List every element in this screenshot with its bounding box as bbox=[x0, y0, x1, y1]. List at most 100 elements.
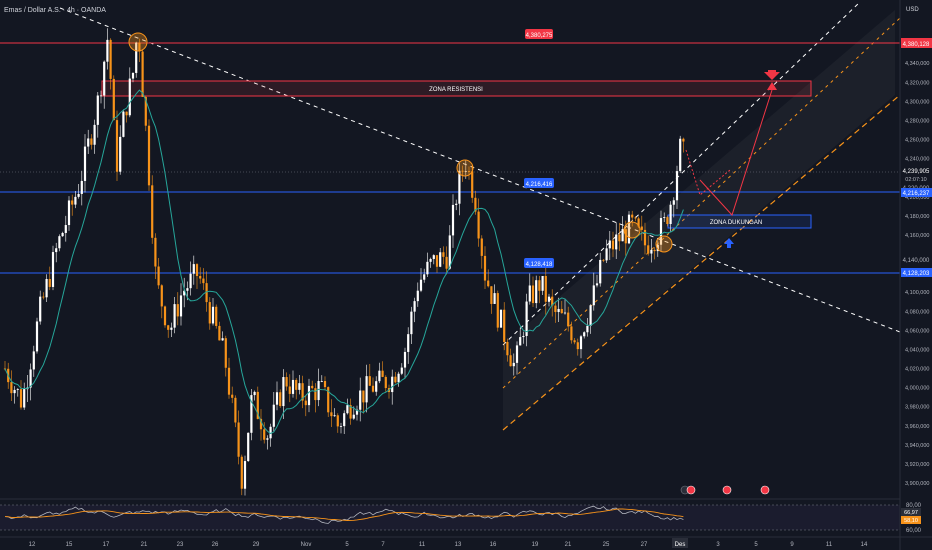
candle-body bbox=[557, 308, 560, 313]
candle-body bbox=[157, 266, 160, 286]
support-zone-label: ZONA DUKUNGAN bbox=[710, 220, 762, 226]
candle-body bbox=[547, 296, 551, 302]
candle-body bbox=[253, 391, 256, 396]
time-axis-label: 15 bbox=[66, 542, 73, 548]
price-tick-label: 3,920,000 bbox=[905, 462, 929, 468]
flag-icon[interactable] bbox=[760, 485, 770, 495]
candle-body bbox=[247, 432, 250, 462]
candle-body bbox=[611, 240, 615, 250]
candle-body bbox=[560, 308, 563, 314]
candle-body bbox=[323, 381, 327, 388]
candle-body bbox=[170, 327, 173, 330]
candle-body bbox=[653, 249, 656, 252]
candle-body bbox=[205, 283, 208, 303]
price-tick-label: 4,280,000 bbox=[905, 118, 929, 124]
candle-body bbox=[413, 301, 416, 312]
candle-body bbox=[371, 385, 375, 392]
candle-body bbox=[279, 392, 282, 407]
candle-body bbox=[336, 415, 339, 427]
candle-body bbox=[234, 397, 237, 423]
candle-body bbox=[477, 211, 480, 239]
svg-text:4,380,128: 4,380,128 bbox=[903, 42, 930, 48]
flag-icon[interactable] bbox=[722, 485, 732, 495]
candle-body bbox=[467, 171, 471, 172]
rsi-tick: 80,00 bbox=[906, 503, 922, 509]
candle-body bbox=[259, 418, 263, 430]
candle-body bbox=[480, 238, 483, 256]
candle-body bbox=[679, 138, 682, 172]
candle-body bbox=[451, 204, 455, 236]
swing-high-marker bbox=[128, 32, 148, 52]
candle-body bbox=[42, 296, 45, 298]
candle-body bbox=[650, 249, 653, 254]
candle-body bbox=[243, 461, 247, 489]
candle-body bbox=[493, 293, 496, 304]
rsi-line bbox=[4, 505, 684, 524]
resistance-zone[interactable] bbox=[101, 80, 812, 97]
price-tick-label: 4,320,000 bbox=[905, 80, 929, 86]
time-tag-current bbox=[672, 538, 688, 548]
candle-body bbox=[333, 415, 336, 417]
candle-body bbox=[400, 367, 403, 374]
candle-body bbox=[141, 51, 144, 97]
projection-path bbox=[699, 89, 773, 216]
rsi-pane bbox=[0, 498, 900, 531]
event-flags[interactable] bbox=[680, 485, 770, 495]
candle-body bbox=[240, 456, 243, 489]
price-tick-label: 4,020,000 bbox=[905, 367, 929, 373]
candle-body bbox=[503, 309, 506, 342]
projection-path-dotted bbox=[685, 149, 731, 196]
candle-body bbox=[602, 259, 605, 261]
time-axis-label: 19 bbox=[532, 542, 539, 548]
candle-body bbox=[583, 332, 586, 337]
time-axis-label: 11 bbox=[419, 542, 426, 548]
price-tick-label: 4,340,000 bbox=[905, 61, 929, 67]
candle-body bbox=[330, 412, 333, 417]
candle-body bbox=[221, 338, 224, 341]
candle-body bbox=[211, 306, 215, 324]
candle-body bbox=[554, 305, 557, 313]
candle-body bbox=[496, 293, 499, 328]
candle-body bbox=[250, 395, 253, 433]
candle-body bbox=[531, 285, 535, 304]
svg-text:4,216,237: 4,216,237 bbox=[903, 191, 930, 197]
flag-icon[interactable] bbox=[686, 485, 696, 495]
candle-body bbox=[535, 280, 538, 304]
candle-body bbox=[621, 229, 624, 242]
candle-body bbox=[528, 285, 531, 302]
svg-text:4,128,203: 4,128,203 bbox=[903, 271, 930, 277]
candle-body bbox=[506, 341, 509, 356]
candle-body bbox=[435, 255, 439, 267]
candle-body bbox=[301, 383, 304, 401]
candle-body bbox=[122, 111, 125, 137]
time-axis-label: 16 bbox=[490, 542, 497, 548]
time-axis-label: 7 bbox=[381, 542, 385, 548]
svg-text:66,97: 66,97 bbox=[904, 510, 918, 516]
resistance-price-tag: 4,380,275 bbox=[525, 29, 553, 39]
candle-body bbox=[595, 283, 599, 286]
candle-body bbox=[282, 377, 285, 407]
candle-body bbox=[288, 386, 291, 394]
candle-body bbox=[419, 279, 423, 291]
time-axis[interactable]: 12 15 17 21 23 26 29 Nov 5 7 11 13 16 19 21 25 27 3 5 9 11 14… bbox=[0, 536, 932, 548]
candle-body bbox=[663, 217, 666, 219]
price-axis[interactable]: USD 4,360,0004,340,0004,320,0004,300,000… bbox=[899, 0, 932, 550]
candle-body bbox=[362, 390, 365, 403]
time-axis-label: 17 bbox=[103, 542, 110, 548]
candle-body bbox=[39, 296, 42, 322]
candle-body bbox=[637, 218, 640, 227]
time-axis-label: 13 bbox=[455, 542, 462, 548]
time-axis-label: 21 bbox=[141, 542, 148, 548]
candle-body bbox=[96, 95, 99, 125]
candle-body bbox=[304, 400, 307, 406]
rsi-value-tag-b: 58,10 bbox=[901, 516, 921, 524]
candle-body bbox=[407, 334, 410, 352]
candle-body bbox=[669, 204, 672, 225]
candle-body bbox=[119, 136, 122, 172]
candle-body bbox=[368, 376, 371, 386]
time-axis-label: Des bbox=[675, 542, 686, 548]
time-axis-label: 25 bbox=[603, 542, 610, 548]
descending-trendline bbox=[59, 7, 901, 333]
svg-text:4,380,275: 4,380,275 bbox=[526, 33, 553, 39]
